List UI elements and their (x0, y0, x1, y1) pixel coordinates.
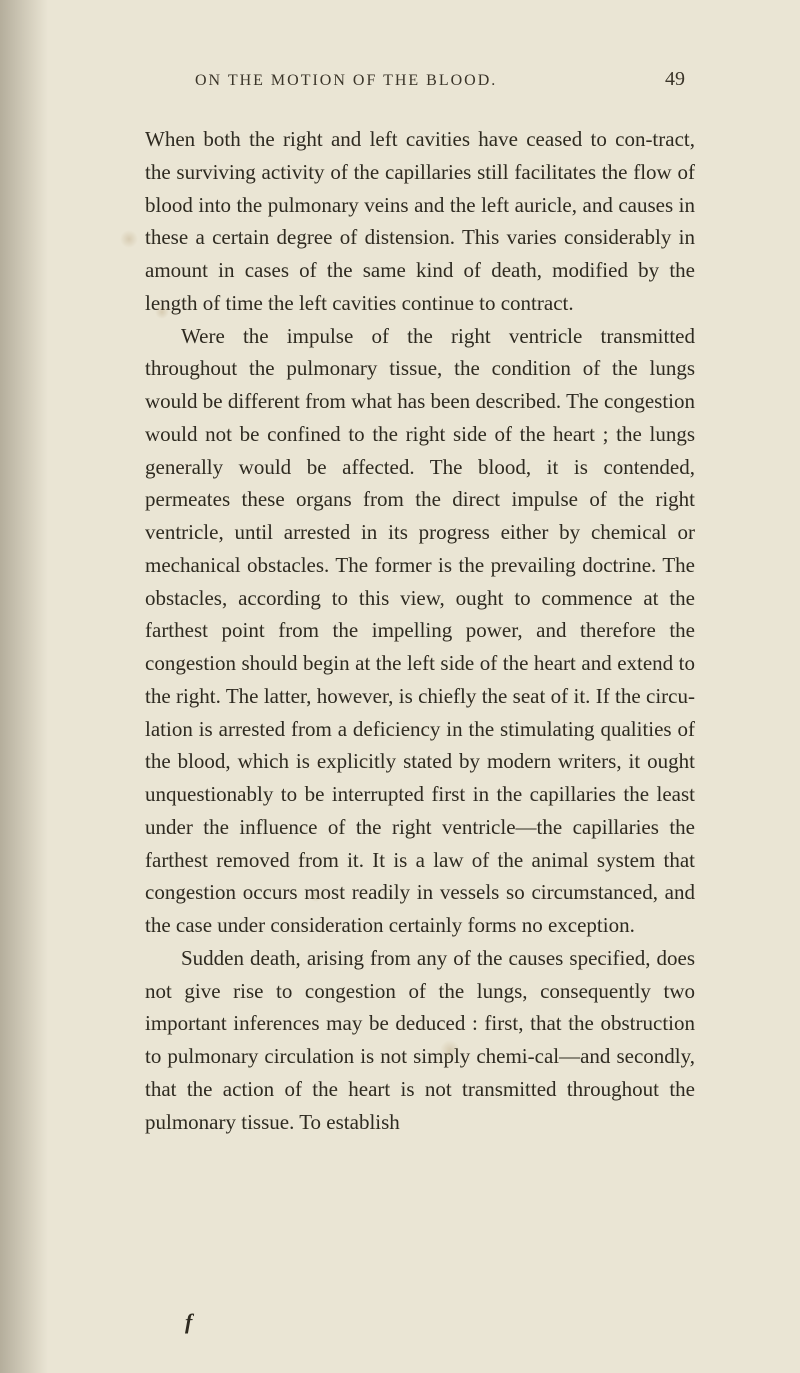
running-header: ON THE MOTION OF THE BLOOD. 49 (145, 68, 695, 91)
paragraph-3: Sudden death, arising from any of the ca… (145, 942, 695, 1139)
page-container: ON THE MOTION OF THE BLOOD. 49 When both… (0, 0, 800, 1198)
paragraph-2: Were the impulse of the right ventricle … (145, 320, 695, 942)
page-number: 49 (665, 68, 685, 91)
header-title: ON THE MOTION OF THE BLOOD. (195, 72, 497, 90)
paragraph-1: When both the right and left cavities ha… (145, 123, 695, 320)
bottom-mark: f (185, 1309, 192, 1335)
body-text: When both the right and left cavities ha… (145, 123, 695, 1138)
